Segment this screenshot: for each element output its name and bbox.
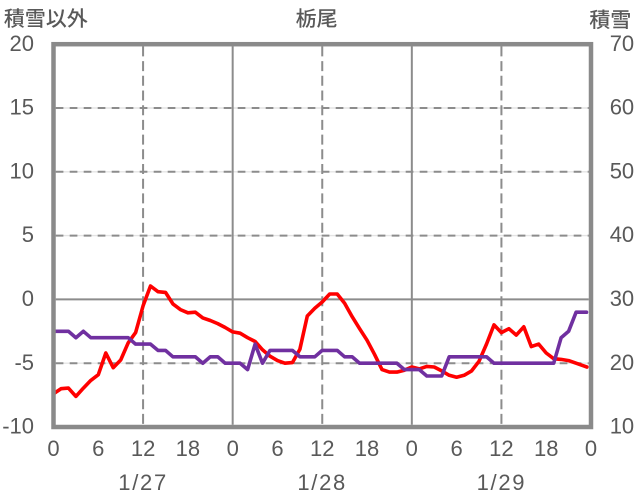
svg-text:6: 6 — [271, 436, 283, 461]
svg-text:0: 0 — [22, 286, 34, 311]
svg-text:10: 10 — [10, 158, 34, 183]
svg-text:50: 50 — [610, 158, 634, 183]
svg-text:18: 18 — [355, 436, 379, 461]
svg-text:-5: -5 — [14, 350, 34, 375]
svg-text:10: 10 — [610, 414, 634, 439]
svg-text:0: 0 — [585, 436, 597, 461]
svg-text:18: 18 — [534, 436, 558, 461]
svg-text:-10: -10 — [2, 414, 34, 439]
svg-text:12: 12 — [489, 436, 513, 461]
svg-text:1/28: 1/28 — [297, 470, 347, 495]
svg-text:12: 12 — [131, 436, 155, 461]
svg-text:40: 40 — [610, 222, 634, 247]
svg-text:15: 15 — [10, 95, 34, 120]
svg-text:0: 0 — [227, 436, 239, 461]
svg-text:30: 30 — [610, 286, 634, 311]
svg-text:5: 5 — [22, 222, 34, 247]
svg-text:18: 18 — [176, 436, 200, 461]
svg-text:70: 70 — [610, 31, 634, 56]
svg-text:6: 6 — [92, 436, 104, 461]
svg-text:0: 0 — [406, 436, 418, 461]
svg-text:12: 12 — [310, 436, 334, 461]
svg-text:60: 60 — [610, 95, 634, 120]
svg-text:20: 20 — [610, 350, 634, 375]
svg-text:20: 20 — [10, 31, 34, 56]
svg-text:0: 0 — [47, 436, 59, 461]
svg-text:1/27: 1/27 — [118, 470, 168, 495]
svg-text:6: 6 — [450, 436, 462, 461]
svg-text:1/29: 1/29 — [477, 470, 527, 495]
